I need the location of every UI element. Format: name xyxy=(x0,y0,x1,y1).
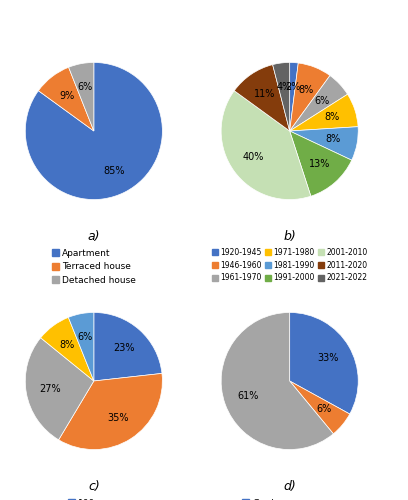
Legend: Garden, Vegetables garden, Other: Garden, Vegetables garden, Other xyxy=(240,497,339,500)
Text: 27%: 27% xyxy=(39,384,61,394)
Text: 61%: 61% xyxy=(237,391,258,401)
Wedge shape xyxy=(59,374,162,450)
Text: 4%: 4% xyxy=(277,82,292,92)
Wedge shape xyxy=(41,318,94,381)
Wedge shape xyxy=(290,94,358,131)
Text: 33%: 33% xyxy=(317,354,339,364)
Text: b): b) xyxy=(283,230,296,243)
Text: 6%: 6% xyxy=(78,332,93,342)
Text: 6%: 6% xyxy=(78,82,93,92)
Text: 2%: 2% xyxy=(285,82,300,92)
Wedge shape xyxy=(25,62,162,200)
Wedge shape xyxy=(94,312,162,381)
Wedge shape xyxy=(290,62,298,131)
Wedge shape xyxy=(290,126,358,160)
Text: d): d) xyxy=(283,480,296,494)
Legend: 1920-1945, 1946-1960, 1961-1970, 1971-1980, 1981-1990, 1991-2000, 2001-2010, 201: 1920-1945, 1946-1960, 1961-1970, 1971-19… xyxy=(211,246,369,284)
Text: 40%: 40% xyxy=(243,152,264,162)
Wedge shape xyxy=(38,68,94,131)
Text: a): a) xyxy=(88,230,100,243)
Text: 8%: 8% xyxy=(299,84,314,94)
Text: c): c) xyxy=(88,480,100,494)
Text: 23%: 23% xyxy=(113,343,134,353)
Wedge shape xyxy=(221,312,333,450)
Text: 9%: 9% xyxy=(59,91,74,101)
Wedge shape xyxy=(290,312,358,414)
Wedge shape xyxy=(290,76,348,131)
Text: 6%: 6% xyxy=(315,96,330,106)
Wedge shape xyxy=(221,90,311,200)
Wedge shape xyxy=(290,63,330,131)
Text: 85%: 85% xyxy=(103,166,125,175)
Wedge shape xyxy=(234,64,290,131)
Wedge shape xyxy=(69,312,94,381)
Wedge shape xyxy=(25,338,94,440)
Text: 13%: 13% xyxy=(308,160,330,170)
Wedge shape xyxy=(290,381,350,434)
Text: 8%: 8% xyxy=(324,112,340,122)
Wedge shape xyxy=(69,62,94,131)
Legend: Apartment, Terraced house, Detached house: Apartment, Terraced house, Detached hous… xyxy=(50,247,137,286)
Text: 35%: 35% xyxy=(107,414,129,424)
Legend: 100<, 100-149, 150-199, 200-249, >249 m2: 100<, 100-149, 150-199, 200-249, >249 m2 xyxy=(66,497,122,500)
Text: 6%: 6% xyxy=(316,404,332,414)
Text: 8%: 8% xyxy=(326,134,341,144)
Wedge shape xyxy=(273,62,290,131)
Text: 11%: 11% xyxy=(254,89,275,99)
Text: 8%: 8% xyxy=(60,340,75,350)
Wedge shape xyxy=(290,131,352,196)
